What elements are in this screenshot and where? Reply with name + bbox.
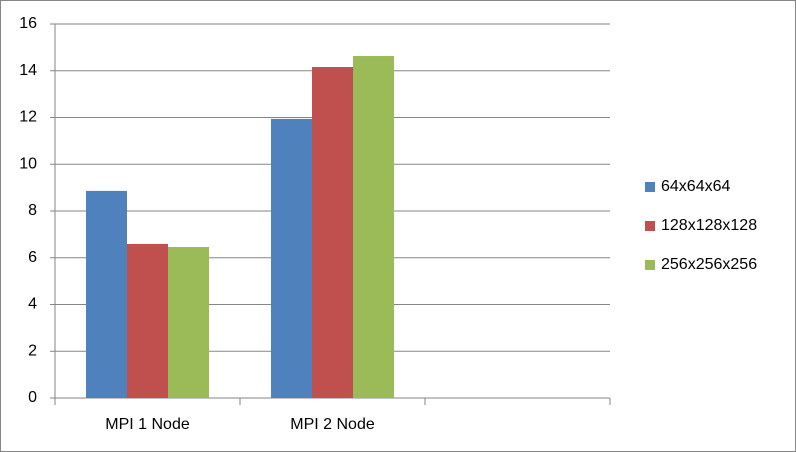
bar <box>86 190 127 398</box>
y-tick-label: 10 <box>19 155 37 172</box>
bar <box>353 56 394 399</box>
legend-label: 64x64x64 <box>661 178 730 195</box>
bar <box>271 118 312 398</box>
legend-marker <box>645 182 655 192</box>
y-tick-label: 0 <box>28 389 37 406</box>
y-tick-label: 16 <box>19 15 37 32</box>
y-tick-label: 6 <box>28 249 37 266</box>
x-tick-label: MPI 2 Node <box>290 416 375 433</box>
y-tick-label: 4 <box>28 296 37 313</box>
x-tick-label: MPI 1 Node <box>105 416 190 433</box>
legend-marker <box>645 221 655 231</box>
legend-label: 256x256x256 <box>661 256 757 273</box>
y-tick-label: 12 <box>19 109 37 126</box>
legend-marker <box>645 260 655 270</box>
bar <box>312 67 353 398</box>
bar <box>127 243 168 398</box>
legend-label: 128x128x128 <box>661 217 757 234</box>
y-tick-label: 2 <box>28 342 37 359</box>
y-tick-label: 8 <box>28 202 37 219</box>
bar <box>168 246 209 398</box>
y-tick-label: 14 <box>19 62 37 79</box>
